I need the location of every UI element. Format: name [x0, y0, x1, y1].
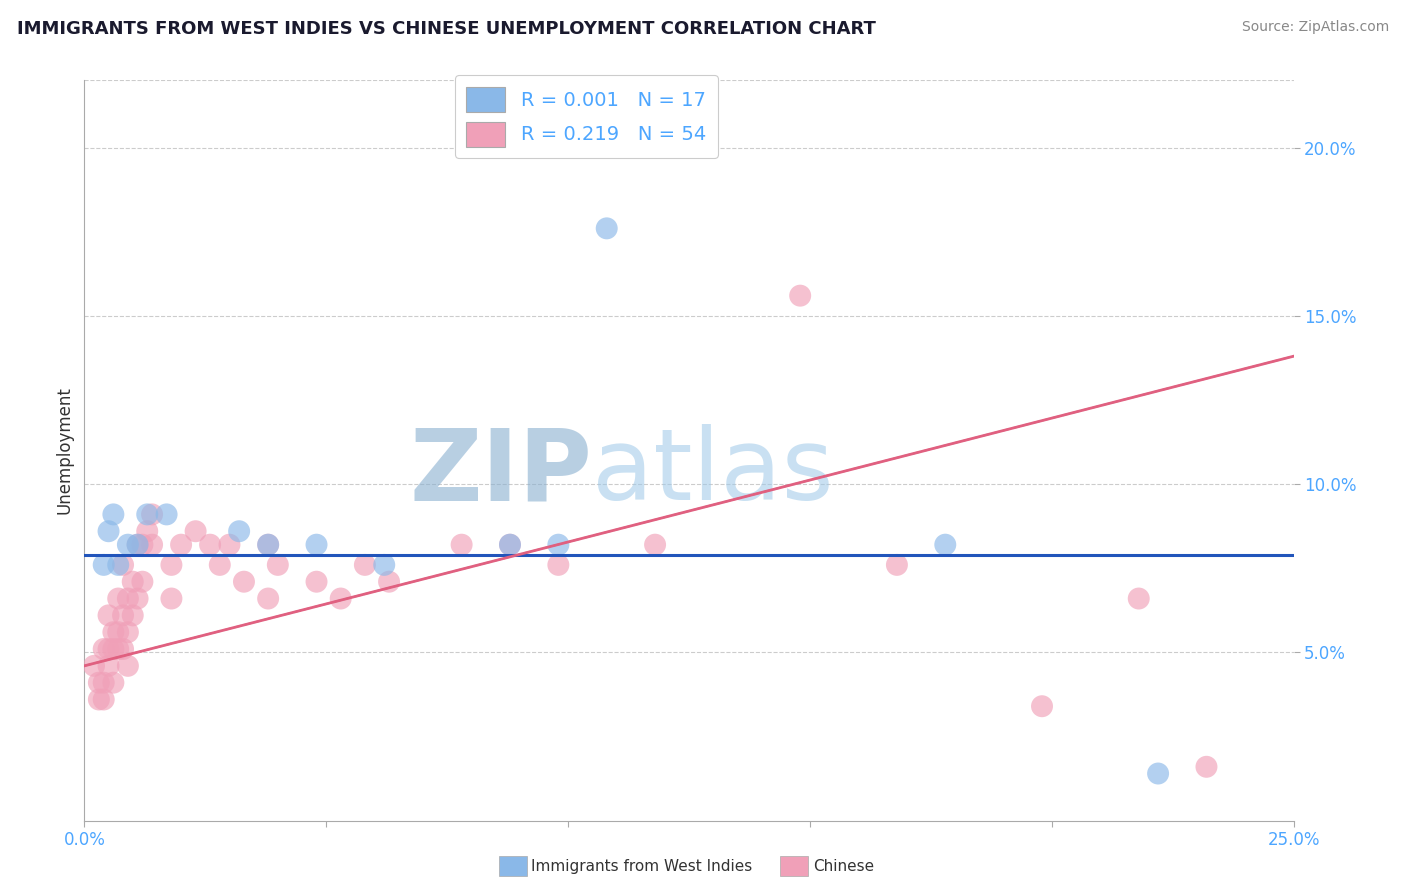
Point — [499, 538, 522, 552]
Point — [117, 658, 139, 673]
Point — [107, 642, 129, 657]
Point — [155, 508, 177, 522]
Text: ZIP: ZIP — [409, 425, 592, 521]
Point — [329, 591, 352, 606]
Point — [107, 625, 129, 640]
Text: Chinese: Chinese — [813, 859, 873, 873]
Point — [121, 574, 143, 589]
Point — [141, 538, 163, 552]
Point — [97, 524, 120, 539]
Point — [103, 675, 125, 690]
Point — [93, 675, 115, 690]
Point — [97, 658, 120, 673]
Point — [117, 625, 139, 640]
Point — [107, 558, 129, 572]
Point — [596, 221, 619, 235]
Point — [136, 508, 159, 522]
Point — [112, 642, 135, 657]
Point — [233, 574, 256, 589]
Point — [97, 608, 120, 623]
Point — [160, 591, 183, 606]
Point — [1128, 591, 1150, 606]
Point — [257, 591, 280, 606]
Point — [107, 591, 129, 606]
Point — [228, 524, 250, 539]
Point — [1031, 699, 1053, 714]
Point — [160, 558, 183, 572]
Point — [373, 558, 395, 572]
Point — [103, 642, 125, 657]
Point — [131, 574, 153, 589]
Point — [257, 538, 280, 552]
Point — [112, 608, 135, 623]
Point — [127, 538, 149, 552]
Point — [208, 558, 231, 572]
Point — [789, 288, 811, 302]
Point — [547, 538, 569, 552]
Point — [257, 538, 280, 552]
Point — [127, 538, 149, 552]
Point — [198, 538, 221, 552]
Point — [131, 538, 153, 552]
Point — [103, 625, 125, 640]
Legend: R = 0.001   N = 17, R = 0.219   N = 54: R = 0.001 N = 17, R = 0.219 N = 54 — [454, 75, 717, 158]
Text: Source: ZipAtlas.com: Source: ZipAtlas.com — [1241, 20, 1389, 34]
Point — [93, 692, 115, 706]
Point — [184, 524, 207, 539]
Point — [934, 538, 956, 552]
Point — [305, 538, 328, 552]
Point — [103, 508, 125, 522]
Point — [450, 538, 472, 552]
Point — [117, 591, 139, 606]
Point — [136, 524, 159, 539]
Point — [121, 608, 143, 623]
Point — [547, 558, 569, 572]
Text: IMMIGRANTS FROM WEST INDIES VS CHINESE UNEMPLOYMENT CORRELATION CHART: IMMIGRANTS FROM WEST INDIES VS CHINESE U… — [17, 20, 876, 37]
Point — [87, 692, 110, 706]
Point — [170, 538, 193, 552]
Text: atlas: atlas — [592, 425, 834, 521]
Point — [87, 675, 110, 690]
Text: Immigrants from West Indies: Immigrants from West Indies — [531, 859, 752, 873]
Point — [644, 538, 666, 552]
Y-axis label: Unemployment: Unemployment — [55, 386, 73, 515]
Point — [305, 574, 328, 589]
Point — [141, 508, 163, 522]
Point — [83, 658, 105, 673]
Point — [97, 642, 120, 657]
Point — [117, 538, 139, 552]
Point — [886, 558, 908, 572]
Point — [93, 642, 115, 657]
Point — [218, 538, 240, 552]
Point — [267, 558, 290, 572]
Point — [378, 574, 401, 589]
Point — [1147, 766, 1170, 780]
Point — [127, 591, 149, 606]
Point — [354, 558, 377, 572]
Point — [112, 558, 135, 572]
Point — [93, 558, 115, 572]
Point — [1195, 760, 1218, 774]
Point — [499, 538, 522, 552]
